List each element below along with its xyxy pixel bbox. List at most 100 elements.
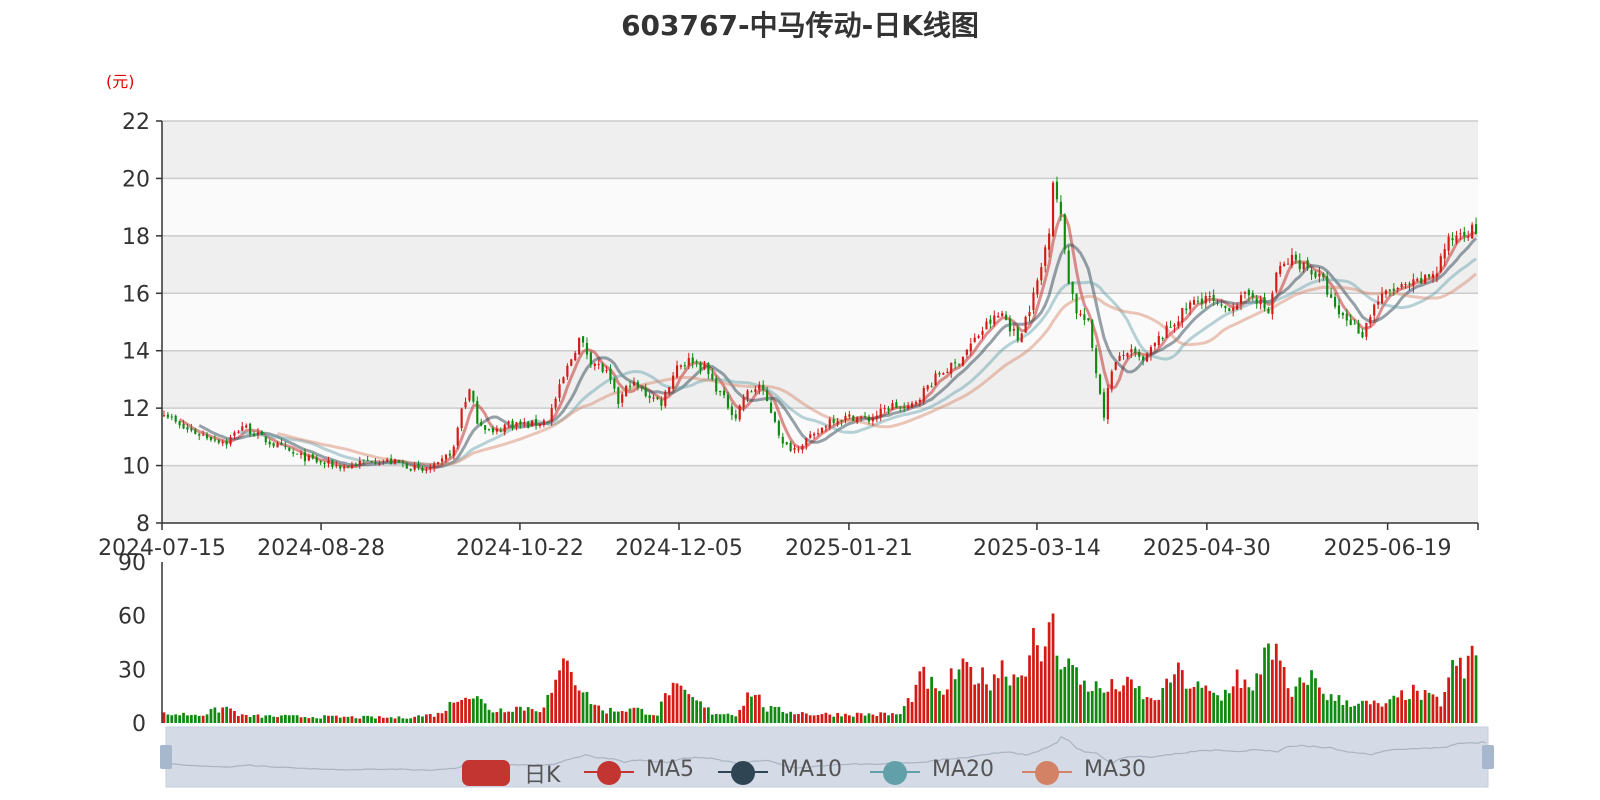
candle-body <box>162 415 166 417</box>
candle-body <box>856 417 859 423</box>
volume-bar <box>237 716 240 723</box>
candle-body <box>1345 313 1348 321</box>
candle-body <box>1059 201 1062 214</box>
volume-bar <box>1024 676 1027 723</box>
volume-bar <box>1067 658 1071 723</box>
candle-body <box>1443 249 1446 259</box>
legend-item-ma5[interactable]: MA5 <box>584 752 724 792</box>
candle-body <box>1435 273 1438 277</box>
candle-body <box>1404 283 1407 285</box>
volume-bar <box>1408 699 1411 723</box>
data-zoom-slider[interactable] <box>160 726 1494 788</box>
volume-bar <box>789 711 792 723</box>
volume-bar <box>949 668 953 723</box>
volume-bar <box>1325 700 1329 723</box>
zoom-window[interactable] <box>165 726 1489 788</box>
candle-body <box>570 359 573 366</box>
candle-body <box>386 459 389 462</box>
volume-bar <box>922 666 926 723</box>
candle-body <box>260 431 263 436</box>
volume-bar <box>1353 705 1356 723</box>
candle-body <box>1361 332 1364 338</box>
candle-body <box>178 421 181 426</box>
candle-body <box>660 399 663 406</box>
candle-body <box>946 372 949 374</box>
volume-bar <box>1412 684 1415 723</box>
volume-bar <box>1349 706 1353 723</box>
candle-body <box>957 364 961 366</box>
candle-body <box>1126 353 1129 357</box>
candle-body <box>252 434 256 436</box>
price-y-tick-label: 8 <box>136 512 150 537</box>
legend-item-ma30[interactable]: MA30 <box>1022 752 1162 792</box>
candle-body <box>194 429 197 434</box>
candle-body <box>1341 312 1344 316</box>
volume-bar <box>973 684 977 723</box>
volume-bar <box>464 697 467 723</box>
candle-body <box>296 453 299 455</box>
volume-bar <box>331 715 334 723</box>
candle-body <box>499 430 502 432</box>
candle-body <box>346 466 350 468</box>
candle-body <box>378 463 381 465</box>
volume-bar <box>648 714 651 723</box>
volume-bar <box>1008 685 1012 723</box>
candle-body <box>495 428 498 432</box>
candle-body <box>785 442 788 445</box>
volume-bar <box>1462 678 1466 723</box>
volume-bar <box>1404 700 1407 723</box>
candle-body <box>683 365 686 367</box>
candle-body <box>961 356 965 366</box>
candle-body <box>531 420 534 427</box>
candle-body <box>648 395 651 399</box>
candle-body <box>1459 233 1462 235</box>
volume-bar <box>475 696 479 723</box>
volume-bar <box>1106 691 1110 723</box>
volume-bar <box>1016 677 1020 723</box>
candle-body <box>1165 325 1168 338</box>
candle-body <box>1463 231 1466 237</box>
candle-body <box>382 461 385 463</box>
volume-bar <box>397 716 401 723</box>
candle-body <box>1200 298 1203 304</box>
volume-bar <box>663 693 667 723</box>
legend-label: MA5 <box>646 757 695 782</box>
volume-bar <box>593 704 597 723</box>
candle-body <box>734 414 737 419</box>
volume-bar <box>1329 694 1333 723</box>
candle-body <box>1455 235 1458 243</box>
volume-bar <box>1263 647 1266 723</box>
candle-body <box>1189 302 1192 310</box>
candle-body <box>456 427 459 446</box>
candle-body <box>726 394 730 408</box>
volume-bar <box>773 706 777 723</box>
candle-body <box>319 461 322 463</box>
candle-body <box>1400 284 1403 288</box>
volume-bar <box>656 715 659 723</box>
candle-body <box>1263 297 1266 309</box>
volume-bar <box>1177 662 1180 723</box>
candle-body <box>448 453 451 456</box>
legend-item-kline[interactable]: 日K <box>462 752 602 792</box>
volume-bar <box>1114 689 1118 723</box>
legend-item-ma20[interactable]: MA20 <box>870 752 1010 792</box>
candle-body <box>1349 319 1352 325</box>
volume-bar <box>910 701 914 723</box>
candle-body <box>863 416 867 418</box>
legend-item-ma10[interactable]: MA10 <box>718 752 858 792</box>
candle-body <box>1044 247 1047 266</box>
candle-body <box>1067 250 1070 284</box>
candle-body <box>746 390 749 399</box>
candle-body <box>910 403 914 408</box>
zoom-handle-right[interactable] <box>1482 745 1494 769</box>
volume-bar <box>765 711 769 723</box>
volume-bar <box>1047 622 1051 723</box>
volume-bar <box>895 714 898 723</box>
volume-bar <box>1466 655 1470 723</box>
volume-bar <box>992 674 996 723</box>
candle-body <box>390 458 393 464</box>
volume-bar <box>1196 681 1200 723</box>
legend-dot-ma10 <box>731 761 755 785</box>
zoom-handle-left[interactable] <box>160 745 172 769</box>
volume-bar <box>1039 661 1043 723</box>
